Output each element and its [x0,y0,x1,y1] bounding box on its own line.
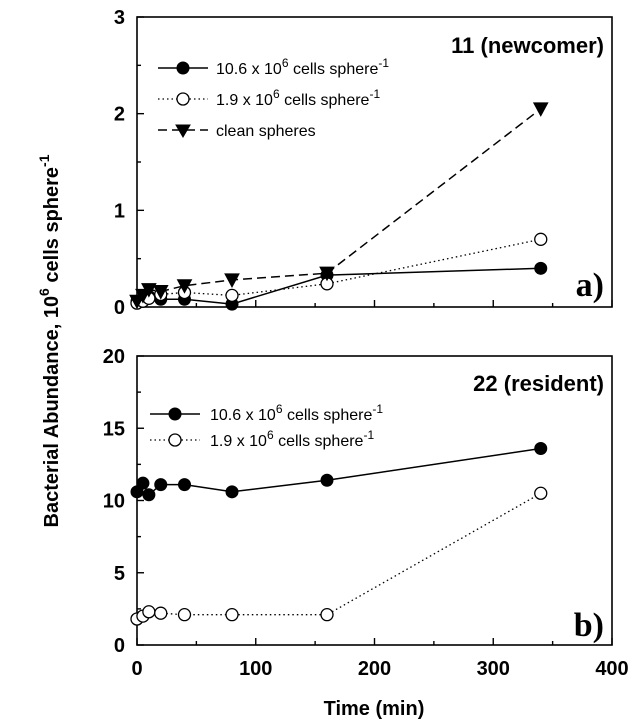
x-tick-label: 200 [358,658,391,680]
series-line-2 [136,492,542,620]
legend-a-sparse-base: 1.9 x 10 [216,92,273,109]
legend-a-dense-base: 10.6 x 10 [216,61,282,78]
legend-b-sparse-base: 1.9 x 10 [210,433,267,450]
legend-b-dense-neg: -1 [372,402,383,416]
legend-a-dense-text: 10.6 x 106 cells sphere-1 [216,56,389,78]
panel-a-tick-labels: 0 1 2 3 [114,7,125,319]
legend-a-sparse-mid: cells sphere [280,92,370,109]
data-point-filled-circle [225,485,239,499]
panel-b-legend: 10.6 x 106 cells sphere-1 1.9 x 106 cell… [150,402,383,450]
panel-a-legend: 10.6 x 106 cells sphere-1 1.9 x 106 cell… [158,56,389,140]
legend-b-dense-text: 10.6 x 106 cells sphere-1 [210,402,383,424]
panel-b-title: 22 (resident) [473,371,604,396]
panel-a-ticks [136,16,613,308]
data-point-triangle [176,279,193,294]
y-tick-label: 0 [114,297,125,319]
data-point-triangle [152,285,169,300]
data-point-open-circle [177,608,192,622]
x-tick-label: 100 [239,658,272,680]
x-tick-label: 0 [131,658,142,680]
legend-a-item-clean: clean spheres [158,123,316,140]
panel-b-series [130,441,548,626]
y-axis-title-unit: cells sphere [41,167,63,288]
data-point-triangle [224,273,240,288]
y-axis-title: Bacterial Abundance, 106 cells sphere-1 [36,154,63,527]
legend-a-clean-text: clean spheres [216,123,316,140]
data-point-triangle [319,266,335,282]
legend-a-sparse-neg: -1 [369,87,380,101]
legend-a-item-dense: 10.6 x 106 cells sphere-1 [158,56,389,78]
legend-b-sparse-neg: -1 [363,428,374,442]
data-point-open-circle [320,608,334,622]
legend-a-dense-mid: cells sphere [289,61,379,78]
panel-a-series [129,102,549,311]
y-axis-title-main: Bacterial Abundance, 10 [41,296,63,528]
legend-b-item-dense: 10.6 x 106 cells sphere-1 [150,402,383,424]
legend-a-dense-exp: 6 [282,56,289,70]
data-point-filled-circle [320,473,334,487]
panel-b-ticks [136,355,613,646]
data-point-filled-circle [534,441,548,455]
data-point-open-circle [534,486,548,500]
y-axis-title-neg: -1 [36,154,52,167]
series-line-3 [136,108,542,302]
legend-a-item-sparse: 1.9 x 106 cells sphere-1 [158,87,380,109]
panel-a-title: 11 (newcomer) [451,33,604,58]
data-point-open-circle [534,232,548,246]
legend-b-item-sparse: 1.9 x 106 cells sphere-1 [150,428,374,450]
legend-a-sparse-marker [176,92,190,106]
data-point-triangle [141,283,157,298]
data-point-filled-circle [136,476,150,490]
series-line-2 [136,238,541,304]
data-point-filled-circle [178,478,191,492]
y-axis-title-exp: 6 [36,288,52,296]
data-point-filled-circle [534,261,548,275]
legend-b-dense-exp: 6 [276,402,283,416]
y-tick-label: 0 [114,635,125,657]
y-tick-label: 3 [114,7,125,29]
legend-b-dense-base: 10.6 x 10 [210,407,276,424]
panel-b-frame [136,355,613,646]
data-point-open-circle [225,288,239,303]
legend-b-dense-marker [168,407,182,421]
x-tick-label: 300 [477,658,510,680]
data-point-open-circle [154,606,168,620]
y-tick-label: 10 [103,491,125,513]
legend-a-dense-neg: -1 [378,56,389,70]
panel-a-label: a) [576,267,604,304]
x-axis-title: Time (min) [324,698,425,720]
legend-a-sparse-exp: 6 [273,87,280,101]
legend-b-sparse-marker [168,433,182,447]
legend-b-dense-mid: cells sphere [283,407,373,424]
data-point-open-circle [142,605,156,619]
y-tick-label: 5 [114,563,125,585]
legend-a-sparse-text: 1.9 x 106 cells sphere-1 [216,87,380,109]
series-line-1 [136,267,541,305]
y-tick-label: 15 [103,418,125,440]
data-point-filled-circle [142,488,156,502]
data-point-filled-circle [154,478,168,492]
data-point-triangle [532,102,549,117]
x-tick-label: 400 [595,658,628,680]
data-point-open-circle [225,608,239,622]
legend-b-sparse-text: 1.9 x 106 cells sphere-1 [210,428,374,450]
y-tick-label: 1 [114,200,125,222]
y-tick-label: 2 [114,104,125,126]
legend-a-dense-marker [176,61,190,75]
legend-b-sparse-exp: 6 [267,428,274,442]
legend-b-sparse-mid: cells sphere [274,433,364,450]
panel-b-label: b) [574,607,604,644]
y-tick-label: 20 [103,346,125,368]
series-line-1 [136,447,541,496]
legend-a-clean-marker [175,124,191,138]
